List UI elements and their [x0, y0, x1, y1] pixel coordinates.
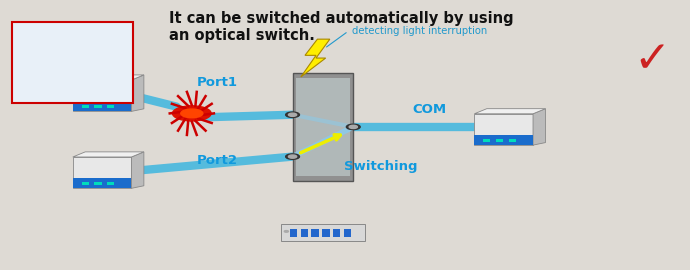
Bar [95, 182, 101, 185]
Circle shape [284, 231, 288, 232]
Text: Port2: Port2 [197, 154, 238, 167]
Polygon shape [72, 75, 144, 80]
Polygon shape [72, 101, 131, 111]
Circle shape [288, 155, 297, 158]
Text: Port1: Port1 [197, 76, 238, 89]
Text: detecting light interruption: detecting light interruption [352, 26, 487, 36]
Polygon shape [72, 178, 131, 188]
Text: Failure
occurred: Failure occurred [35, 45, 111, 77]
Bar [301, 229, 308, 237]
Circle shape [346, 124, 360, 130]
Bar [108, 105, 115, 109]
Polygon shape [131, 75, 144, 111]
Text: It can be switched automatically by using
an optical switch.: It can be switched automatically by usin… [169, 11, 513, 43]
Circle shape [181, 109, 203, 118]
Circle shape [288, 113, 297, 116]
Bar [311, 229, 319, 237]
Bar [95, 105, 101, 109]
Polygon shape [72, 80, 131, 111]
Bar [509, 139, 516, 142]
Polygon shape [475, 114, 533, 145]
Polygon shape [533, 109, 545, 145]
Circle shape [286, 112, 299, 117]
Polygon shape [72, 157, 131, 188]
Text: Switching: Switching [344, 160, 417, 173]
Polygon shape [475, 135, 533, 145]
Circle shape [349, 125, 357, 129]
Text: COM: COM [413, 103, 446, 116]
Bar [333, 229, 340, 237]
Circle shape [172, 106, 211, 121]
Bar [81, 182, 88, 185]
Polygon shape [131, 152, 144, 188]
Bar [496, 139, 503, 142]
FancyBboxPatch shape [12, 22, 133, 103]
Text: ✓: ✓ [633, 38, 671, 81]
Polygon shape [72, 152, 144, 157]
Polygon shape [475, 109, 545, 114]
Polygon shape [301, 39, 330, 77]
Bar [344, 229, 351, 237]
Bar [322, 229, 330, 237]
Bar [81, 105, 88, 109]
FancyBboxPatch shape [281, 224, 365, 241]
Bar [108, 182, 115, 185]
Circle shape [286, 154, 299, 159]
FancyBboxPatch shape [296, 78, 350, 176]
Bar [290, 229, 297, 237]
FancyBboxPatch shape [293, 73, 353, 181]
Bar [483, 139, 490, 142]
